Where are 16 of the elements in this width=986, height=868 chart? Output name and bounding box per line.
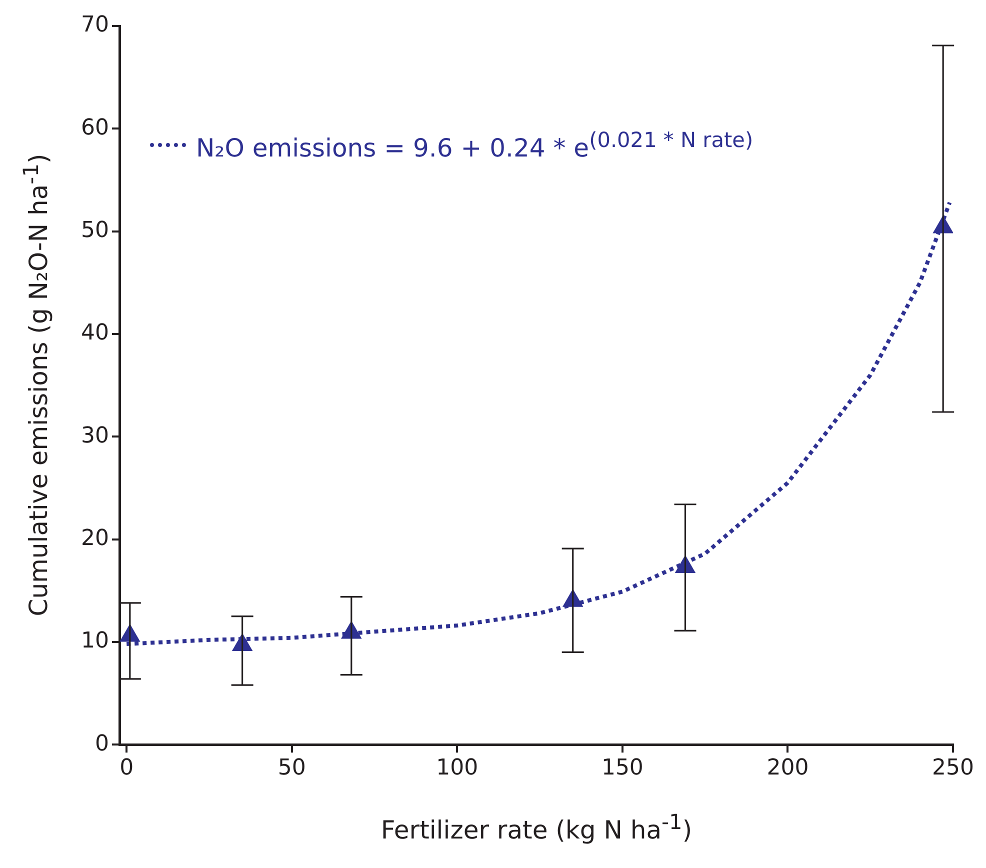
y-tick-label: 60 [80, 115, 109, 140]
y-tick-label: 70 [80, 12, 109, 38]
y-tick-label: 20 [80, 526, 109, 552]
y-tick-label: 30 [80, 423, 109, 448]
y-tick-label: 10 [80, 628, 109, 654]
x-tick-label: 250 [932, 756, 974, 781]
y-tick-label: 40 [80, 320, 109, 346]
x-tick-label: 0 [120, 756, 134, 781]
x-tick-label: 150 [601, 756, 644, 781]
x-tick-label: 100 [436, 756, 478, 781]
x-tick-label: 50 [278, 756, 306, 781]
y-tick-label: 0 [94, 731, 109, 756]
x-axis-title: Fertilizer rate (kg N ha$^{-1}$) [380, 810, 694, 844]
y-tick-label: 50 [80, 218, 109, 244]
x-tick-label: 200 [766, 756, 809, 781]
legend-label: N₂O emissions = 9.6 + 0.24 * e$^{(0.021 * N rate)}$ [196, 128, 754, 162]
